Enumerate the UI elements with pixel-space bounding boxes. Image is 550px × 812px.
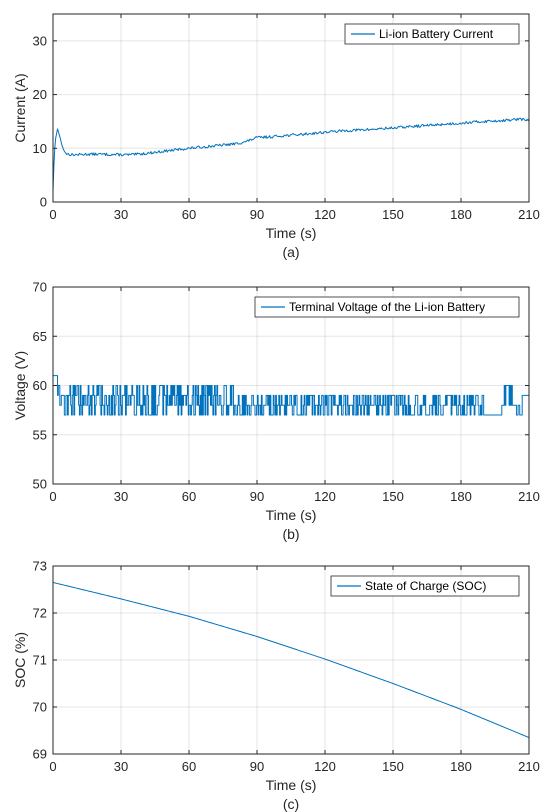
soc-x-tick-label: 210 — [518, 759, 540, 774]
current-legend-box — [344, 23, 520, 45]
voltage-x-tick-label: 150 — [382, 489, 404, 504]
voltage-legend-box — [254, 296, 520, 318]
voltage-x-axis-label: Time (s) — [266, 507, 317, 523]
soc-x-tick-label: 30 — [114, 759, 128, 774]
voltage-x-tick-label: 120 — [314, 489, 336, 504]
current-legend-label: Li-ion Battery Current — [379, 27, 494, 41]
voltage-x-tick-label: 90 — [250, 489, 264, 504]
current-x-tick-label: 180 — [450, 207, 472, 222]
voltage-x-tick-label: 210 — [518, 489, 540, 504]
soc-x-axis-label: Time (s) — [266, 777, 317, 793]
current-x-tick-label: 150 — [382, 207, 404, 222]
current-legend: Li-ion Battery Current — [344, 23, 520, 45]
current-y-tick-label: 10 — [33, 141, 47, 156]
soc-series-line — [52, 581, 530, 739]
voltage-y-tick-label: 55 — [33, 427, 47, 442]
soc-x-tick-label: 60 — [182, 759, 196, 774]
soc-panel-caption: (c) — [283, 796, 299, 812]
soc-y-tick-label: 73 — [33, 559, 47, 574]
voltage-y-tick-label: 70 — [33, 280, 47, 295]
current-plot-area — [52, 13, 530, 203]
current-series-line — [52, 117, 530, 192]
current-x-tick-label: 210 — [518, 207, 540, 222]
voltage-y-tick-label: 65 — [33, 329, 47, 344]
current-x-axis-label: Time (s) — [266, 225, 317, 241]
voltage-y-tick-label: 50 — [33, 477, 47, 492]
voltage-x-tick-label: 0 — [49, 489, 56, 504]
current-y-tick-label: 20 — [33, 87, 47, 102]
soc-plot-area — [52, 565, 530, 755]
voltage-panel-caption: (b) — [282, 526, 299, 542]
current-x-tick-label: 90 — [250, 207, 264, 222]
soc-legend-label: State of Charge (SOC) — [365, 579, 486, 593]
soc-y-axis-label: SOC (%) — [12, 632, 28, 688]
soc-legend-box — [330, 575, 520, 597]
current-x-tick-label: 60 — [182, 207, 196, 222]
voltage-x-tick-label: 180 — [450, 489, 472, 504]
current-chart-panel: 0 30 60 90 120 150 180 210 0 10 20 30 Time (s) Curren… — [12, 13, 540, 260]
current-y-tick-label: 0 — [40, 195, 47, 210]
voltage-x-tick-label: 30 — [114, 489, 128, 504]
current-x-tick-label: 120 — [314, 207, 336, 222]
current-x-tick-label: 0 — [49, 207, 56, 222]
voltage-y-tick-label: 60 — [33, 378, 47, 393]
current-y-tick-label: 30 — [33, 33, 47, 48]
current-axes-box — [52, 13, 530, 203]
soc-y-tick-label: 70 — [33, 700, 47, 715]
soc-x-tick-label: 150 — [382, 759, 404, 774]
soc-y-tick-label: 71 — [33, 653, 47, 668]
voltage-x-tick-label: 60 — [182, 489, 196, 504]
current-y-axis-label: Current (A) — [12, 73, 28, 142]
current-panel-caption: (a) — [282, 244, 299, 260]
soc-x-tick-label: 0 — [49, 759, 56, 774]
soc-y-tick-label: 72 — [33, 606, 47, 621]
voltage-legend-label: Terminal Voltage of the Li-ion Battery — [289, 300, 485, 314]
soc-x-tick-label: 90 — [250, 759, 264, 774]
soc-x-tick-label: 180 — [450, 759, 472, 774]
soc-legend: State of Charge (SOC) — [330, 575, 520, 597]
soc-chart-panel: 0 30 60 90 120 150 180 210 69 70 71 72 73 Time (s) SOC… — [12, 559, 540, 812]
voltage-y-axis-label: Voltage (V) — [12, 351, 28, 420]
voltage-chart-panel: 0 30 60 90 120 150 180 210 50 55 60 65 70 Time (s) Vol… — [12, 280, 540, 543]
current-x-tick-label: 30 — [114, 207, 128, 222]
soc-x-tick-label: 120 — [314, 759, 336, 774]
soc-y-tick-label: 69 — [33, 747, 47, 762]
voltage-legend: Terminal Voltage of the Li-ion Battery — [254, 296, 520, 318]
voltage-series-line — [53, 375, 529, 416]
